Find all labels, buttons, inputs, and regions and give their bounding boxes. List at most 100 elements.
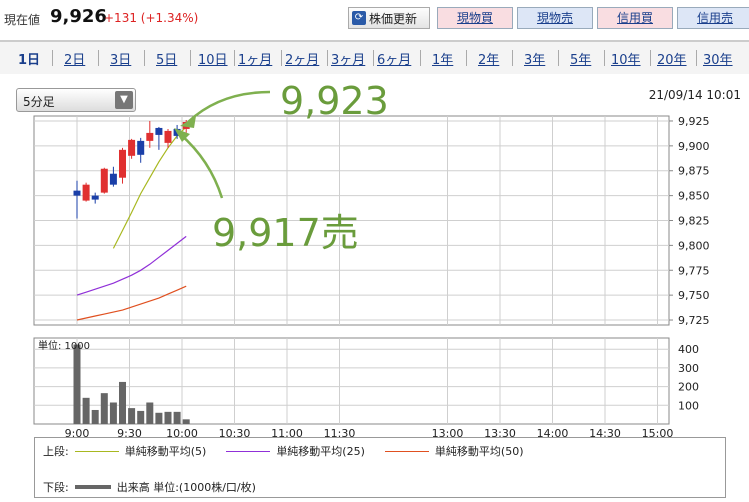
candle bbox=[164, 128, 172, 148]
tab-divider bbox=[281, 50, 282, 66]
tab-2y[interactable]: 2年 bbox=[478, 53, 500, 68]
legend-ma25-label: 単純移動平均(25) bbox=[276, 445, 365, 458]
dropdown-arrow-icon: ▼ bbox=[115, 91, 133, 109]
legend-volume-label: 出来高 単位:(1000株/口/枚) bbox=[116, 481, 256, 494]
top-bar: 現在値 9,926 +131 (+1.34%) ⟳ 株価更新 現物買 現物売 信… bbox=[0, 0, 749, 36]
ma50-line bbox=[76, 285, 187, 321]
x-tick-label: 11:00 bbox=[271, 427, 303, 437]
tab-divider bbox=[98, 50, 99, 66]
x-tick-label: 14:00 bbox=[537, 427, 569, 437]
volume-bar bbox=[100, 393, 108, 424]
tab-3y[interactable]: 3年 bbox=[524, 53, 546, 68]
tab-divider bbox=[420, 50, 421, 66]
spot-buy-button[interactable]: 現物買 bbox=[437, 7, 513, 29]
legend-lower-label: 下段: bbox=[43, 481, 69, 494]
tab-divider bbox=[144, 50, 145, 66]
current-price-label: 現在値 bbox=[4, 13, 41, 27]
price-axis: 9,925 9,900 9,875 9,850 9,825 9,800 9,775 9,750… bbox=[669, 115, 710, 327]
volume-bar bbox=[91, 409, 99, 424]
annotation-arrowhead-lower bbox=[174, 128, 190, 142]
price-tick-label: 9,725 bbox=[678, 314, 710, 327]
tab-2d[interactable]: 2日 bbox=[64, 53, 86, 68]
tab-10y[interactable]: 10年 bbox=[611, 53, 641, 68]
interval-select[interactable]: 5分足 ▼ bbox=[16, 88, 136, 112]
candle bbox=[109, 166, 117, 187]
price-tick-label: 9,775 bbox=[678, 264, 710, 277]
volume-panel: 400 300 200 100 単位: 1000 bbox=[33, 337, 699, 425]
price-tick-label: 9,850 bbox=[678, 190, 710, 203]
candle-body bbox=[164, 130, 172, 143]
candle-body bbox=[109, 173, 117, 185]
period-tabs: 1日 2日 3日 5日 10日 1ヶ月 2ヶ月 3ヶ月 6ヶ月 1年 2年 3年… bbox=[0, 40, 749, 76]
tab-30y[interactable]: 30年 bbox=[703, 53, 733, 68]
tab-divider bbox=[466, 50, 467, 66]
price-tick-label: 9,925 bbox=[678, 115, 710, 128]
refresh-price-label: 株価更新 bbox=[369, 11, 418, 26]
legend-ma5-swatch bbox=[74, 450, 119, 452]
volume-bar bbox=[73, 344, 81, 424]
volume-bar bbox=[146, 402, 154, 424]
price-tick-label: 9,800 bbox=[678, 239, 710, 252]
x-tick-label: 9:30 bbox=[117, 427, 142, 437]
refresh-icon: ⟳ bbox=[352, 11, 366, 25]
ma25-line bbox=[76, 235, 187, 296]
candle-body bbox=[137, 140, 145, 155]
interval-select-value: 5分足 bbox=[23, 95, 55, 109]
x-tick-label: 10:30 bbox=[219, 427, 251, 437]
annotation-arrow-lower bbox=[179, 133, 224, 199]
price-tick-label: 9,750 bbox=[678, 289, 710, 302]
chart-datetime: 21/09/14 10:01 bbox=[648, 88, 741, 102]
refresh-price-button[interactable]: ⟳ 株価更新 bbox=[348, 7, 430, 29]
candle-body bbox=[82, 184, 90, 201]
candle bbox=[146, 120, 154, 148]
tab-divider bbox=[234, 50, 235, 66]
x-tick-label: 15:00 bbox=[642, 427, 674, 437]
chart-legend: 上段: 単純移動平均(5) 単純移動平均(25) 単純移動平均(50) 下段: … bbox=[34, 437, 726, 498]
tab-divider bbox=[604, 50, 605, 66]
moving-average-lines bbox=[76, 126, 187, 321]
volume-bars bbox=[73, 344, 190, 424]
tab-6m[interactable]: 6ヶ月 bbox=[377, 53, 412, 68]
legend-ma50-label: 単純移動平均(50) bbox=[434, 445, 524, 458]
tab-divider bbox=[650, 50, 651, 66]
candle bbox=[91, 192, 99, 204]
margin-sell-button[interactable]: 信用売 bbox=[677, 7, 749, 29]
tab-5y[interactable]: 5年 bbox=[570, 53, 592, 68]
legend-volume-swatch bbox=[74, 485, 111, 489]
volume-bar bbox=[137, 410, 145, 424]
current-price-value: 9,926 bbox=[50, 6, 107, 27]
candle bbox=[128, 138, 136, 159]
annotation-lower: 9,917売 bbox=[212, 211, 359, 255]
tab-2m[interactable]: 2ヶ月 bbox=[285, 53, 320, 68]
tab-1y[interactable]: 1年 bbox=[432, 53, 454, 68]
tab-20y[interactable]: 20年 bbox=[657, 53, 687, 68]
tab-5d[interactable]: 5日 bbox=[156, 53, 178, 68]
volume-bar bbox=[109, 402, 117, 424]
tab-divider bbox=[190, 50, 191, 66]
volume-bar bbox=[173, 411, 181, 424]
tab-3d[interactable]: 3日 bbox=[110, 53, 132, 68]
volume-tick-label: 100 bbox=[678, 399, 699, 412]
candle-body bbox=[146, 132, 154, 141]
candle-body bbox=[155, 127, 163, 135]
x-tick-label: 13:30 bbox=[484, 427, 516, 437]
x-tick-label: 10:00 bbox=[166, 427, 198, 437]
margin-buy-button[interactable]: 信用買 bbox=[597, 7, 673, 29]
candle-body bbox=[128, 139, 136, 156]
tab-1m[interactable]: 1ヶ月 bbox=[238, 53, 273, 68]
volume-tick-label: 400 bbox=[678, 343, 699, 356]
price-panel: 9,925 9,900 9,875 9,850 9,825 9,800 9,775 9,750… bbox=[33, 115, 710, 327]
spot-sell-button[interactable]: 現物売 bbox=[517, 7, 593, 29]
tab-divider bbox=[558, 50, 559, 66]
price-chart: 9,925 9,900 9,875 9,850 9,825 9,800 9,775 9,750… bbox=[33, 79, 710, 437]
volume-bar bbox=[164, 411, 172, 424]
tab-3m[interactable]: 3ヶ月 bbox=[331, 53, 366, 68]
tab-divider bbox=[373, 50, 374, 66]
candle bbox=[100, 167, 108, 194]
tab-10d[interactable]: 10日 bbox=[198, 53, 228, 68]
legend-ma50-swatch bbox=[384, 450, 429, 452]
price-change: +131 (+1.34%) bbox=[104, 11, 199, 25]
candle bbox=[73, 180, 81, 219]
price-tick-label: 9,875 bbox=[678, 165, 710, 178]
tab-1d[interactable]: 1日 bbox=[18, 53, 41, 68]
